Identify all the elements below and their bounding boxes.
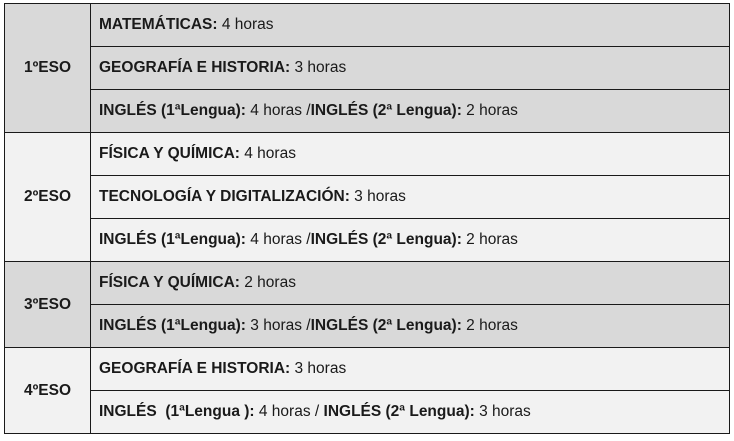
course-level-cell: 3ºESO [4,261,91,348]
hours-text: 4 horas / [245,231,311,248]
hours-text: 2 horas [461,102,518,119]
hours-text: 3 horas / [245,317,311,334]
subject-name: INGLÉS (2ª Lengua): [310,317,462,334]
table-row: INGLÉS (1ªLengua): 3 horas /INGLÉS (2ª L… [5,304,730,348]
hours-text: 4 horas / [254,403,324,420]
hours-text: 3 horas [290,360,347,377]
subject-hours-table: 1ºESO MATEMÁTICAS: 4 horas GEOGRAFÍA E HIS… [4,3,730,434]
subject-name: GEOGRAFÍA E HISTORIA: [99,360,291,377]
subject-name: FÍSICA Y QUÍMICA: [99,274,240,291]
subject-cell: INGLÉS (1ªLengua ): 4 horas / INGLÉS (2ª… [90,390,730,434]
subject-cell: TECNOLOGÍA Y DIGITALIZACIÓN: 3 horas [90,175,730,219]
hours-text: 4 horas [217,16,274,33]
subject-cell: FÍSICA Y QUÍMICA: 2 horas [90,261,730,305]
subject-cell: FÍSICA Y QUÍMICA: 4 horas [90,132,730,176]
course-level-cell: 2ºESO [4,132,91,262]
course-level-cell: 4ºESO [4,347,91,434]
course-level-cell: 1ºESO [4,3,91,133]
hours-text: 3 horas [474,403,531,420]
subject-name: INGLÉS (1ªLengua): [99,102,246,119]
subject-name: INGLÉS (2ª Lengua): [310,102,462,119]
table-row: 4ºESO GEOGRAFÍA E HISTORIA: 3 horas [4,347,730,434]
subject-name: MATEMÁTICAS: [99,16,218,33]
subject-name: INGLÉS (1ªLengua ): [99,403,255,420]
table-row: GEOGRAFÍA E HISTORIA: 3 horas [5,46,730,90]
subject-cell: INGLÉS (1ªLengua): 3 horas /INGLÉS (2ª L… [90,304,730,348]
table-row: 2ºESO FÍSICA Y QUÍMICA: 4 horas [4,132,730,262]
subject-cell: MATEMÁTICAS: 4 horas [90,3,730,47]
hours-text: 4 horas / [245,102,311,119]
subject-cell: GEOGRAFÍA E HISTORIA: 3 horas [90,46,730,90]
subject-cell: GEOGRAFÍA E HISTORIA: 3 horas [90,347,730,391]
table-row: INGLÉS (1ªLengua): 4 horas /INGLÉS (2ª L… [5,218,730,262]
subject-name: INGLÉS (2ª Lengua): [323,403,475,420]
hours-text: 3 horas [349,188,406,205]
hours-text: 2 horas [461,317,518,334]
hours-text: 2 horas [239,274,296,291]
table-row: 1ºESO MATEMÁTICAS: 4 horas [4,3,730,133]
table-row: INGLÉS (1ªLengua ): 4 horas / INGLÉS (2ª… [5,390,730,434]
subject-name: GEOGRAFÍA E HISTORIA: [99,59,291,76]
subject-name: TECNOLOGÍA Y DIGITALIZACIÓN: [99,188,350,205]
subject-cell: INGLÉS (1ªLengua): 4 horas /INGLÉS (2ª L… [90,218,730,262]
hours-text: 4 horas [239,145,296,162]
table-row: TECNOLOGÍA Y DIGITALIZACIÓN: 3 horas [5,175,730,219]
subject-name: INGLÉS (2ª Lengua): [310,231,462,248]
subject-name: FÍSICA Y QUÍMICA: [99,145,240,162]
hours-text: 2 horas [461,231,518,248]
table-row: INGLÉS (1ªLengua): 4 horas /INGLÉS (2ª L… [5,89,730,133]
subject-cell: INGLÉS (1ªLengua): 4 horas /INGLÉS (2ª L… [90,89,730,133]
hours-text: 3 horas [290,59,347,76]
subject-name: INGLÉS (1ªLengua): [99,317,246,334]
table-row: 3ºESO FÍSICA Y QUÍMICA: 2 horas [4,261,730,348]
subject-name: INGLÉS (1ªLengua): [99,231,246,248]
